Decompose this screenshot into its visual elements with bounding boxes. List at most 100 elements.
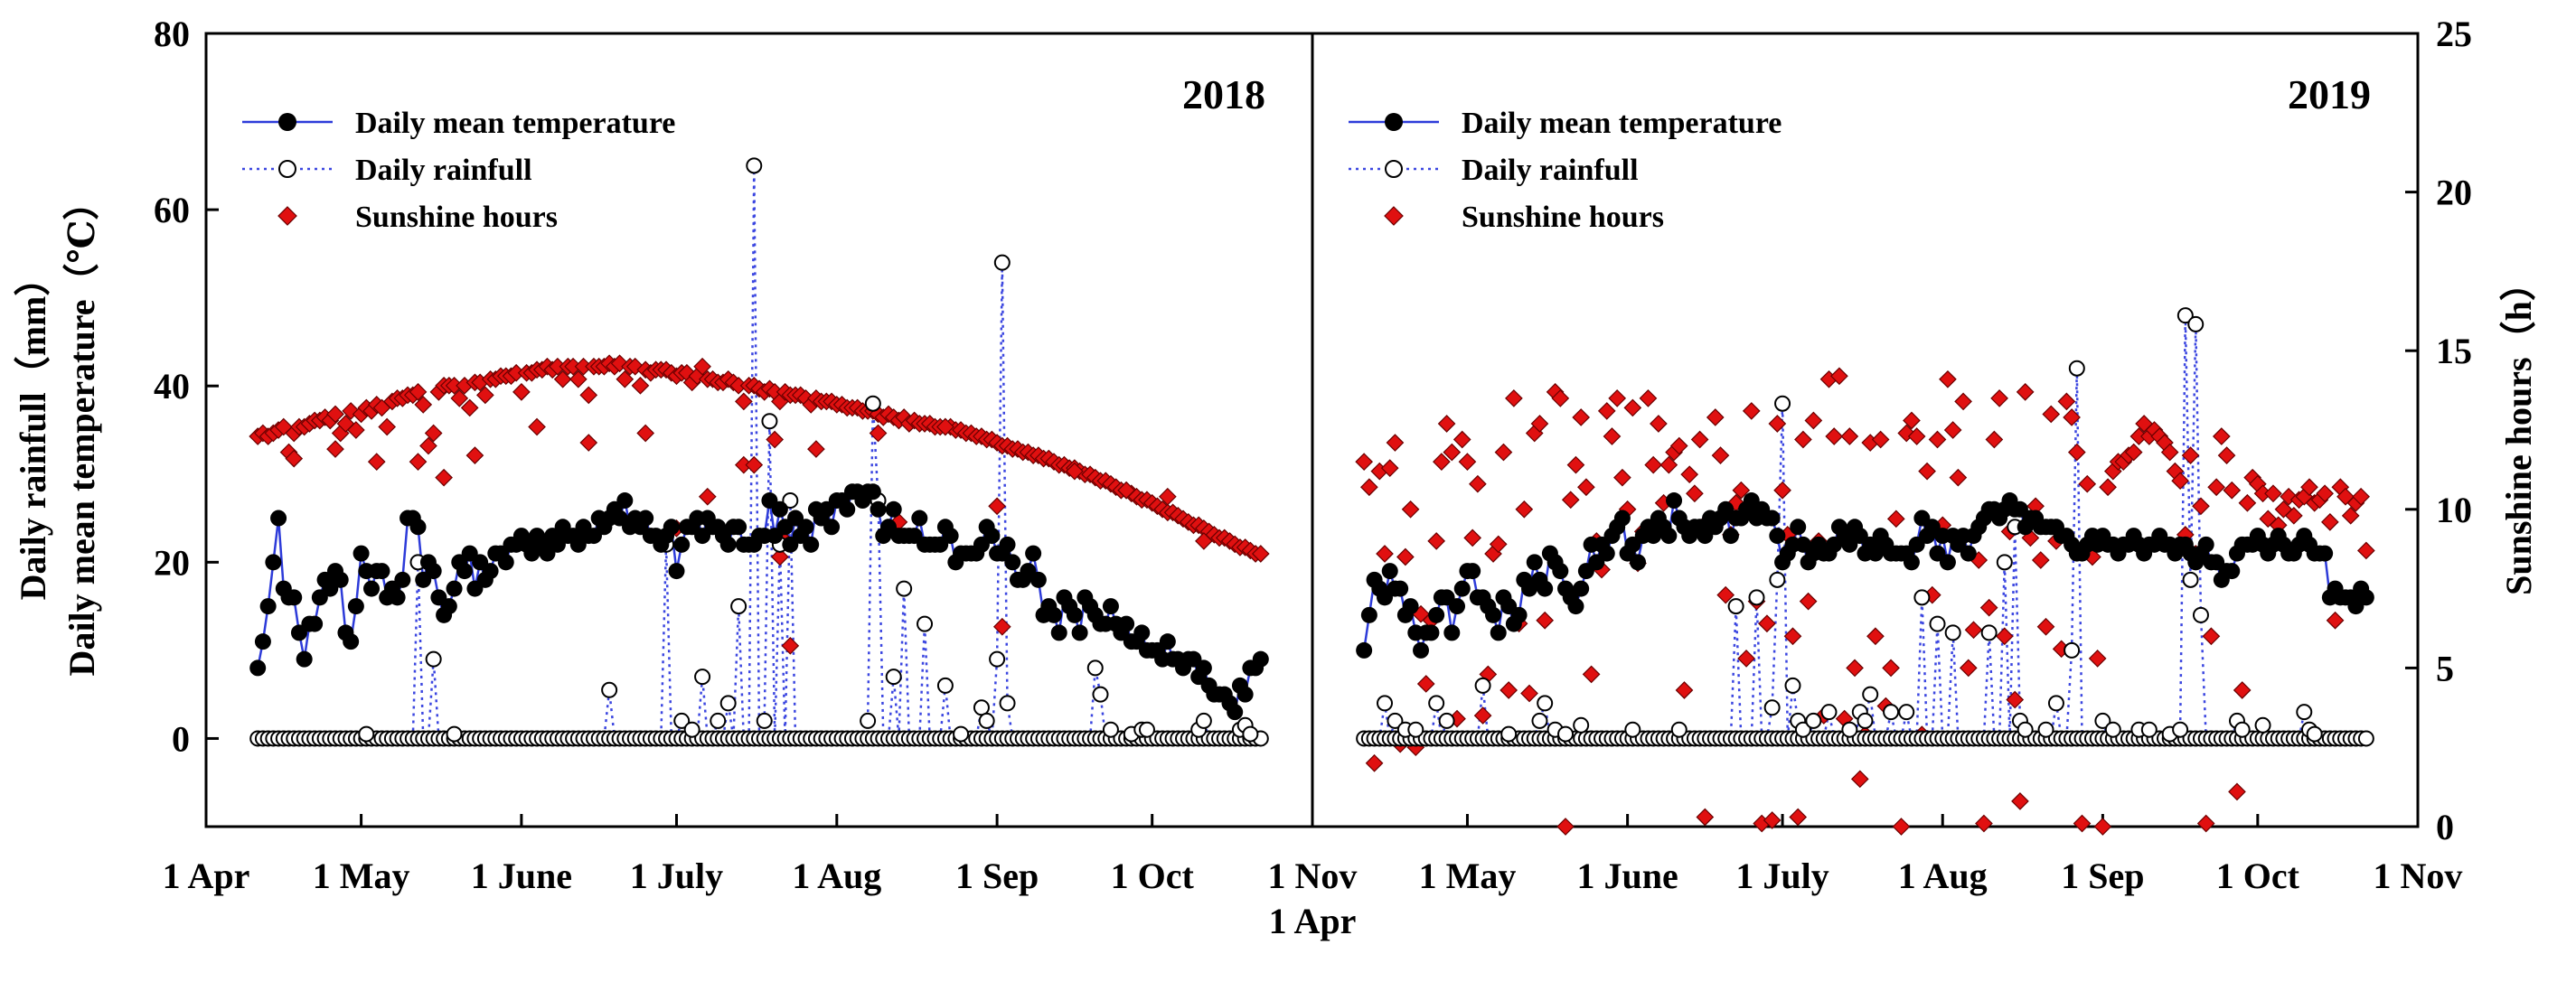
temperature-point	[1464, 563, 1481, 580]
rainfall-point	[1769, 571, 1786, 588]
rainfall-point	[1794, 721, 1811, 738]
sunshine-point	[579, 386, 598, 405]
temperature-point	[797, 519, 814, 536]
sunshine-point	[1458, 453, 1477, 471]
rainfall-point	[2068, 360, 2085, 377]
temperature-point	[1413, 641, 1430, 659]
sunshine-point	[476, 386, 494, 405]
sunshine-point	[1577, 478, 1595, 497]
sunshine-point	[1871, 430, 1890, 449]
sunshine-point	[1117, 481, 1135, 500]
y-right-axis-title: Sunshine hours（h）	[2498, 265, 2539, 595]
sunshine-point	[698, 487, 717, 506]
sunshine-point	[1840, 427, 1859, 445]
x-tick-label: 1 May	[1419, 856, 1517, 896]
rainfall-point	[719, 695, 737, 712]
rainfall-point	[993, 254, 1011, 271]
rainfall-point	[860, 712, 877, 729]
rainfall-point	[1438, 712, 1455, 729]
x-tick-label: 1 Sep	[2061, 856, 2144, 896]
sunshine-point	[1380, 459, 1399, 477]
sunshine-point	[1975, 814, 1993, 833]
sunshine-point	[1608, 389, 1627, 407]
legend-sunshine-label: Sunshine hours	[1462, 201, 1664, 234]
x-tick-label: 1 Nov	[2374, 856, 2463, 896]
rainfall-point	[601, 681, 618, 698]
x-tick-label: 1 Aug	[792, 856, 881, 896]
y-left-axis-title: Daily rainfull（mm）	[13, 260, 53, 601]
sunshine-point	[2300, 478, 2318, 497]
temperature-point	[999, 536, 1016, 553]
temperature-point	[719, 536, 737, 553]
sunshine-point	[1903, 411, 1921, 430]
sunshine-point	[528, 417, 546, 436]
sunshine-point	[693, 357, 711, 376]
temperature-point	[347, 598, 364, 615]
sunshine-point	[988, 497, 1006, 516]
temperature-point	[1630, 554, 1647, 571]
rainfall-point	[1377, 695, 1394, 712]
sunshine-point	[1732, 481, 1751, 500]
sunshine-point	[631, 376, 650, 395]
sunshine-point	[2078, 474, 2097, 493]
rainfall-point	[710, 712, 727, 729]
plot-frame-2	[1311, 32, 2420, 828]
sunshine-point	[1536, 611, 1555, 630]
y-right-tick-label: 5	[2436, 648, 2454, 688]
temperature-point	[1613, 510, 1631, 527]
sunshine-point	[2042, 405, 2061, 424]
temperature-point	[1227, 704, 1244, 721]
x-tick-label: 1 Nov	[1268, 856, 1358, 896]
sunshine-point	[1866, 627, 1885, 646]
sunshine-point	[1365, 753, 1384, 772]
sunshine-point	[2341, 506, 2360, 525]
rainfall-point	[1996, 554, 2013, 571]
x-tick-label: 1 June	[1576, 856, 1678, 896]
rainfall-point	[2140, 721, 2158, 738]
rainfall-point	[2047, 695, 2064, 712]
sunshine-point	[2217, 446, 2236, 464]
sunshine-point	[1949, 468, 1968, 487]
rainfall-point	[1862, 686, 1879, 703]
rainfall-point	[1748, 589, 1765, 606]
sunshine-point	[1582, 665, 1601, 684]
sunshine-point	[1943, 421, 1962, 439]
rainfall-point	[1624, 721, 1641, 738]
sunshine-point	[734, 392, 753, 411]
temperature-point	[673, 536, 691, 553]
sunshine-point	[936, 417, 954, 436]
sunshine-point	[2228, 782, 2246, 801]
temperature-point	[456, 563, 473, 580]
rainfall-point	[2037, 721, 2054, 738]
temperature-point	[1443, 624, 1461, 641]
temperature-point	[363, 580, 381, 597]
sunshine-point	[2326, 611, 2345, 630]
rainfall-point	[885, 669, 902, 686]
sunshine-point	[285, 449, 304, 468]
x-tick-label: 1 July	[630, 856, 723, 896]
rainfall-point	[673, 712, 691, 729]
sunshine-point	[1789, 808, 1808, 827]
temperature-point	[2197, 536, 2214, 553]
sunshine-point	[1768, 415, 1787, 433]
panel-1-data	[249, 157, 1270, 747]
rainfall-point	[2094, 712, 2111, 729]
x-tick-label: 1 May	[313, 856, 410, 896]
sunshine-point	[409, 453, 428, 471]
sunshine-point	[1959, 659, 1978, 678]
legend-temperature-label: Daily mean temperature	[1462, 107, 1782, 140]
sunshine-point	[1686, 484, 1704, 503]
rainfall-point	[2176, 307, 2194, 324]
rainfall-point	[446, 725, 463, 743]
temperature-point	[1790, 519, 1807, 536]
sunshine-point	[1360, 478, 1378, 497]
rainfall-point	[425, 650, 442, 668]
rainfall-point	[1500, 725, 1518, 743]
rainfall-point	[694, 669, 711, 686]
sunshine-point	[435, 468, 453, 487]
sunshine-point	[766, 430, 785, 449]
sunshine-point	[1463, 528, 1482, 547]
rainfall-point	[1805, 712, 1822, 729]
sunshine-point	[1159, 487, 1177, 506]
